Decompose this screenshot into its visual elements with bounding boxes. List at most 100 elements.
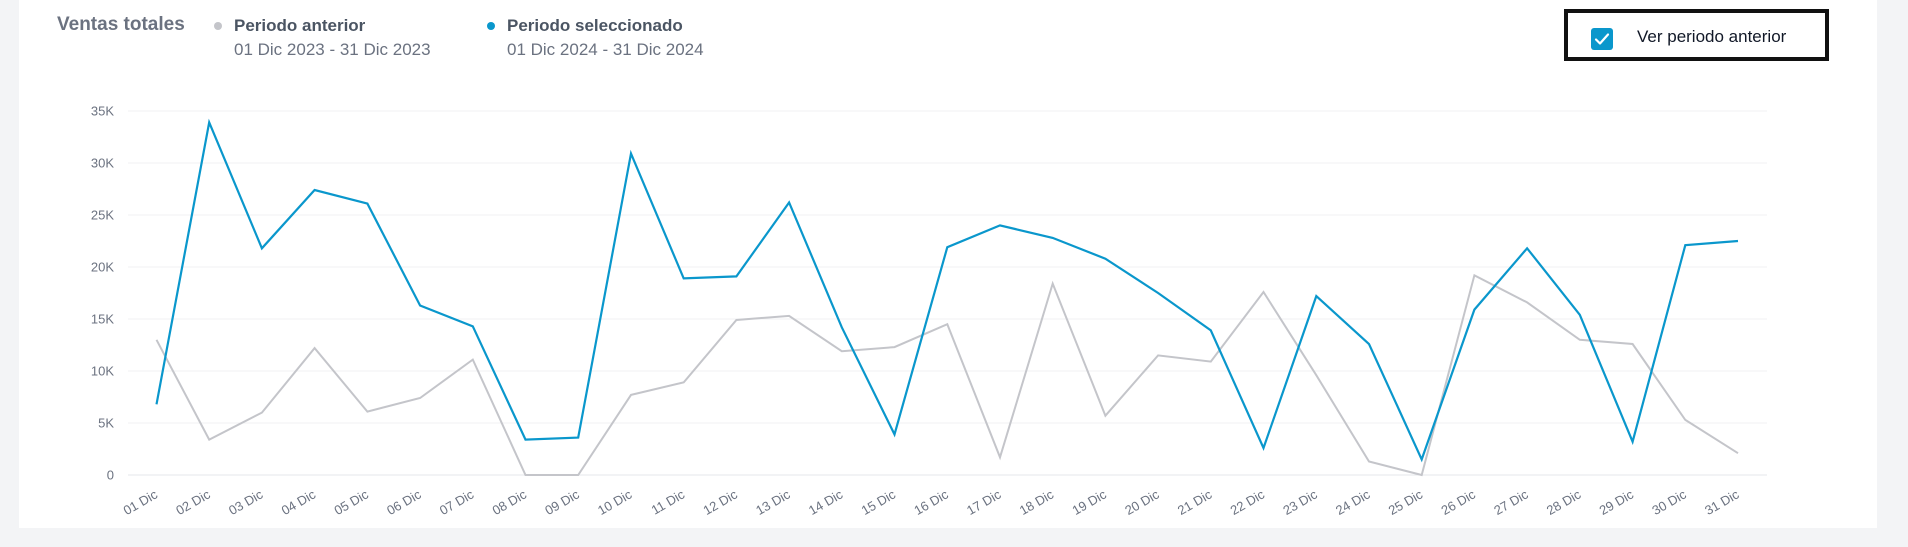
data-point-previous[interactable] [414,392,426,404]
x-tick-label: 27 Dic [1491,486,1531,518]
data-point-selected[interactable] [1310,290,1322,302]
data-point-selected[interactable] [889,428,901,440]
show-previous-period-toggle[interactable]: Ver periodo anterior [1564,9,1829,61]
data-point-previous[interactable] [1416,469,1428,481]
data-point-previous[interactable] [467,354,479,366]
data-point-selected[interactable] [994,219,1006,231]
legend-range-selected: 01 Dic 2024 - 31 Dic 2024 [507,40,704,59]
x-tick-label: 15 Dic [859,486,899,518]
y-tick-label: 20K [91,260,114,275]
data-point-previous[interactable] [1679,414,1691,426]
data-point-previous[interactable] [203,434,215,446]
x-tick-label: 07 Dic [437,486,477,518]
data-point-selected[interactable] [678,272,690,284]
y-tick-label: 0 [107,468,114,483]
y-tick-label: 35K [91,104,114,119]
data-point-selected[interactable] [1627,436,1639,448]
data-point-previous[interactable] [1521,296,1533,308]
data-point-selected[interactable] [256,242,268,254]
data-point-previous[interactable] [994,451,1006,463]
y-tick-label: 30K [91,156,114,171]
checkbox-checked[interactable] [1591,28,1613,50]
x-tick-label: 02 Dic [173,486,213,518]
x-tick-label: 23 Dic [1280,486,1320,518]
data-point-selected[interactable] [836,321,848,333]
data-point-previous[interactable] [678,376,690,388]
data-point-selected[interactable] [1205,324,1217,336]
x-tick-label: 03 Dic [226,486,266,518]
x-tick-label: 11 Dic [649,486,688,517]
series-lines [151,116,1744,481]
series-line-previous [155,273,1739,477]
data-point-previous[interactable] [361,406,373,418]
x-axis-ticks: 01 Dic 02 Dic 03 Dic 04 Dic 05 Dic 06 Dic 07 D… [121,486,1742,518]
x-tick-label: 28 Dic [1544,486,1584,518]
data-point-selected[interactable] [309,184,321,196]
x-tick-label: 13 Dic [753,486,793,518]
data-point-previous[interactable] [520,469,532,481]
x-tick-label: 22 Dic [1228,486,1268,518]
data-point-previous[interactable] [1732,447,1744,459]
data-point-previous[interactable] [941,318,953,330]
data-point-previous[interactable] [256,407,268,419]
data-point-selected[interactable] [361,198,373,210]
y-tick-label: 25K [91,208,114,223]
legend-range-previous: 01 Dic 2023 - 31 Dic 2023 [234,40,431,59]
data-point-selected[interactable] [1152,287,1164,299]
x-tick-label: 24 Dic [1333,486,1373,518]
x-tick-label: 17 Dic [964,486,1004,518]
data-point-previous[interactable] [309,342,321,354]
x-tick-label: 30 Dic [1649,486,1689,518]
data-point-selected[interactable] [1099,253,1111,265]
x-tick-label: 16 Dic [911,486,951,518]
data-point-previous[interactable] [1099,410,1111,422]
data-point-selected[interactable] [467,320,479,332]
data-point-selected[interactable] [572,432,584,444]
checkmark-icon [1594,33,1610,45]
data-point-previous[interactable] [151,334,163,346]
data-point-selected[interactable] [1732,235,1744,247]
data-point-selected[interactable] [1416,453,1428,465]
data-point-previous[interactable] [1152,349,1164,361]
data-point-selected[interactable] [625,148,637,160]
data-point-previous[interactable] [836,345,848,357]
data-point-previous[interactable] [1047,278,1059,290]
show-previous-period-label: Ver periodo anterior [1637,27,1787,46]
x-tick-label: 14 Dic [806,486,846,518]
data-point-selected[interactable] [941,241,953,253]
data-point-selected[interactable] [520,434,532,446]
x-tick-label: 19 Dic [1069,486,1109,518]
data-point-selected[interactable] [203,116,215,128]
x-tick-label: 31 Dic [1702,486,1742,518]
data-point-selected[interactable] [151,398,163,410]
data-point-previous[interactable] [1310,369,1322,381]
data-point-previous[interactable] [783,310,795,322]
x-tick-label: 10 Dic [595,486,635,518]
data-point-previous[interactable] [1205,356,1217,368]
x-tick-label: 04 Dic [279,486,319,518]
data-point-selected[interactable] [783,197,795,209]
data-point-previous[interactable] [1468,269,1480,281]
data-point-previous[interactable] [1363,455,1375,467]
legend-dot-previous [214,22,222,30]
data-point-previous[interactable] [625,389,637,401]
data-point-selected[interactable] [1574,309,1586,321]
data-point-selected[interactable] [1679,239,1691,251]
data-point-selected[interactable] [1258,442,1270,454]
data-point-previous[interactable] [889,341,901,353]
chart-card [19,0,1877,528]
data-point-previous[interactable] [1258,286,1270,298]
data-point-selected[interactable] [1468,304,1480,316]
data-point-previous[interactable] [572,469,584,481]
x-tick-label: 20 Dic [1122,486,1162,518]
chart-title: Ventas totales [57,14,185,35]
data-point-selected[interactable] [1363,338,1375,350]
data-point-selected[interactable] [730,270,742,282]
data-point-previous[interactable] [730,314,742,326]
data-point-previous[interactable] [1627,338,1639,350]
data-point-previous[interactable] [1574,334,1586,346]
data-point-selected[interactable] [1521,242,1533,254]
data-point-selected[interactable] [1047,232,1059,244]
data-point-selected[interactable] [414,299,426,311]
